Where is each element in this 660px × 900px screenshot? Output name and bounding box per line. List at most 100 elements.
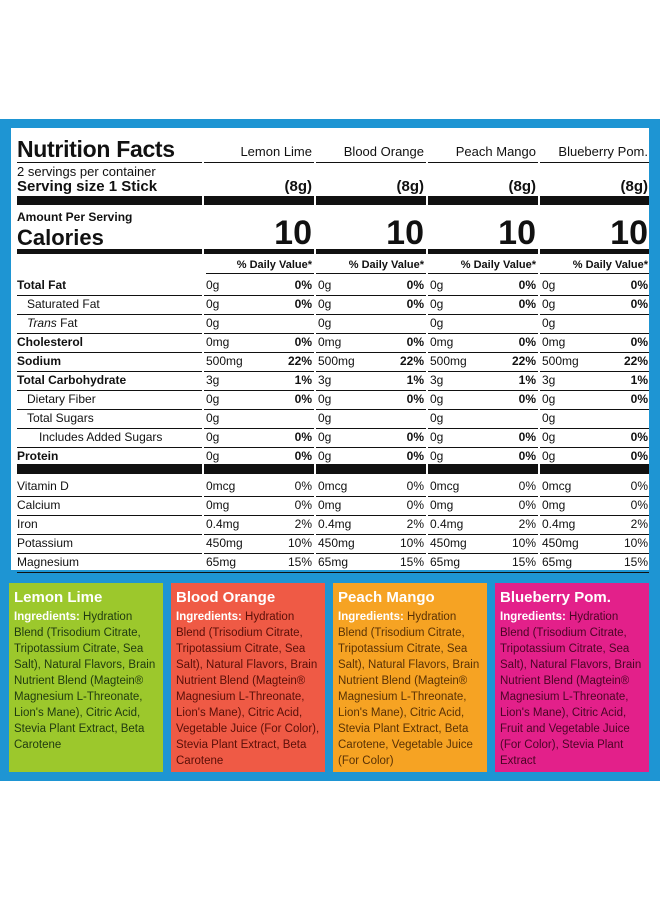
card-title: Peach Mango <box>338 589 435 606</box>
serving-size-value: (8g) <box>508 178 537 195</box>
ingredients-text: Hydration Blend (Trisodium Citrate, Trip… <box>338 611 480 767</box>
percent-value: 0% <box>518 498 536 512</box>
percent-value: 0% <box>294 335 312 349</box>
ingredients-card: Peach Mango Ingredients: Hydration Blend … <box>333 583 487 772</box>
percent-value: 0% <box>518 278 536 292</box>
amount-value: 0g <box>430 411 444 425</box>
amount-value: 0.4mg <box>318 517 352 531</box>
rule-row-7 <box>17 428 649 429</box>
flavor-column: Peach Mango (8g) 10 % Daily Value* 0g 0% 0g 0% 0… <box>430 128 536 570</box>
percent-value: 10% <box>399 536 424 550</box>
amount-value: 0mcg <box>542 479 572 493</box>
percent-value: 0% <box>294 392 312 406</box>
rule-protein-thick <box>17 464 649 474</box>
rule-row-4 <box>17 371 649 372</box>
nutrition-facts-title: Nutrition Facts <box>17 136 175 162</box>
percent-value: 0% <box>294 297 312 311</box>
amount-value: 450mg <box>206 536 243 550</box>
row-label-iron: Iron <box>17 517 38 531</box>
flavor-column: Blood Orange (8g) 10 % Daily Value* 0g 0% 0g 0%… <box>318 128 424 570</box>
amount-value: 500mg <box>542 354 579 368</box>
calories-label: Calories <box>17 225 104 250</box>
amount-value: 0g <box>318 411 332 425</box>
rule-row-6 <box>17 409 649 410</box>
amount-value: 0mcg <box>206 479 236 493</box>
ingredients-card: Blueberry Pom. Ingredients: Hydration Ble… <box>495 583 649 772</box>
amount-value: 0g <box>430 316 444 330</box>
column-separator <box>202 128 204 570</box>
amount-value: 500mg <box>318 354 355 368</box>
calories-value: 10 <box>610 214 648 252</box>
card-title: Blueberry Pom. <box>500 589 611 606</box>
percent-value: 0% <box>630 430 648 444</box>
amount-value: 500mg <box>206 354 243 368</box>
percent-value: 0% <box>630 392 648 406</box>
percent-value: 0% <box>406 449 424 463</box>
trans-italic: Trans <box>27 316 57 330</box>
calories-value: 10 <box>386 214 424 252</box>
percent-value: 2% <box>294 517 312 531</box>
percent-value: 15% <box>287 555 312 569</box>
daily-value-header: % Daily Value* <box>460 259 536 271</box>
rule-row-14 <box>17 572 649 573</box>
rule-row-1 <box>17 314 649 315</box>
amount-value: 0g <box>542 430 556 444</box>
amount-value: 0g <box>430 297 444 311</box>
row-label-total-sugars: Total Sugars <box>27 411 94 425</box>
amount-value: 0g <box>318 278 332 292</box>
row-label-cholesterol: Cholesterol <box>17 335 84 349</box>
column-separator <box>314 128 316 570</box>
rule-row-5 <box>17 390 649 391</box>
percent-value: 22% <box>287 354 312 368</box>
amount-value: 0mg <box>318 498 342 512</box>
rule-row-11 <box>17 515 649 516</box>
percent-value: 0% <box>518 392 536 406</box>
percent-value: 0% <box>406 498 424 512</box>
daily-value-header: % Daily Value* <box>348 259 424 271</box>
amount-value: 450mg <box>318 536 355 550</box>
serving-size-value: (8g) <box>284 178 313 195</box>
card-ingredients: Ingredients: Hydration Blend (Trisodium … <box>500 609 645 769</box>
amount-value: 0g <box>542 316 556 330</box>
amount-value: 0g <box>318 449 332 463</box>
amount-value: 0g <box>206 449 220 463</box>
row-label-vitamin-d: Vitamin D <box>17 479 69 493</box>
amount-value: 3g <box>430 373 444 387</box>
ingredients-label: Ingredients: <box>14 611 80 623</box>
nutrition-facts-panel: Nutrition Facts 2 servings per container… <box>11 128 649 573</box>
amount-value: 0mg <box>542 335 566 349</box>
row-label-total-fat: Total Fat <box>17 278 67 292</box>
ingredients-text: Hydration Blend (Trisodium Citrate, Trip… <box>14 611 156 751</box>
row-label-trans-fat: Trans Fat <box>27 316 77 330</box>
percent-value: 0% <box>630 498 648 512</box>
row-label-magnesium: Magnesium <box>17 555 80 569</box>
card-ingredients: Ingredients: Hydration Blend (Trisodium … <box>14 609 159 753</box>
amount-value: 0g <box>206 297 220 311</box>
servings-per-container: 2 servings per container <box>17 164 156 179</box>
column-separator <box>538 128 540 570</box>
row-label-total-carb: Total Carbohydrate <box>17 373 127 387</box>
amount-value: 0mcg <box>430 479 460 493</box>
amount-value: 0g <box>430 449 444 463</box>
amount-value: 0g <box>430 392 444 406</box>
ingredients-text: Hydration Blend (Trisodium Citrate, Trip… <box>176 611 320 767</box>
percent-value: 0% <box>518 430 536 444</box>
amount-value: 3g <box>206 373 220 387</box>
amount-value: 3g <box>318 373 332 387</box>
amount-value: 65mg <box>318 555 349 569</box>
amount-value: 0g <box>318 392 332 406</box>
rule-calories-thick <box>17 249 649 254</box>
percent-value: 0% <box>518 449 536 463</box>
trans-rest: Fat <box>56 316 78 330</box>
percent-value: 22% <box>399 354 424 368</box>
amount-value: 0g <box>318 297 332 311</box>
amount-value: 0g <box>206 278 220 292</box>
row-label-protein: Protein <box>17 449 59 463</box>
percent-value: 0% <box>630 297 648 311</box>
percent-value: 2% <box>630 517 648 531</box>
card-title: Blood Orange <box>176 589 276 606</box>
percent-value: 0% <box>630 479 648 493</box>
amount-value: 0g <box>542 297 556 311</box>
amount-value: 0g <box>430 430 444 444</box>
amount-value: 0mg <box>430 498 454 512</box>
